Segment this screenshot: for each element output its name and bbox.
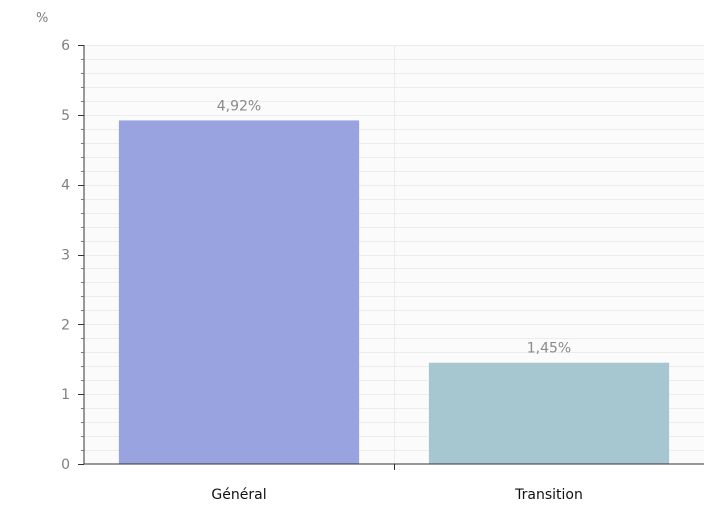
y-tick-label: 5: [61, 108, 70, 124]
y-tick-label: 6: [61, 38, 70, 54]
y-axis-label: %: [36, 11, 48, 26]
y-tick-label: 3: [61, 248, 70, 264]
data-label: 1,45%: [527, 341, 571, 357]
y-tick-label: 1: [61, 387, 70, 403]
ticks: [78, 45, 395, 470]
data-label: 4,92%: [217, 98, 261, 114]
x-tick-label: Transition: [514, 487, 583, 503]
x-tick-label: Général: [211, 487, 266, 503]
bar: [118, 120, 360, 465]
bar: [428, 362, 670, 464]
bars: [118, 120, 670, 465]
labels: % 0 1 2 3 4 5 6 4,92% Général 1,45% Transition: [36, 11, 583, 503]
y-tick-label: 4: [61, 178, 70, 194]
y-tick-label: 2: [61, 317, 70, 333]
y-tick-label: 0: [61, 457, 70, 473]
